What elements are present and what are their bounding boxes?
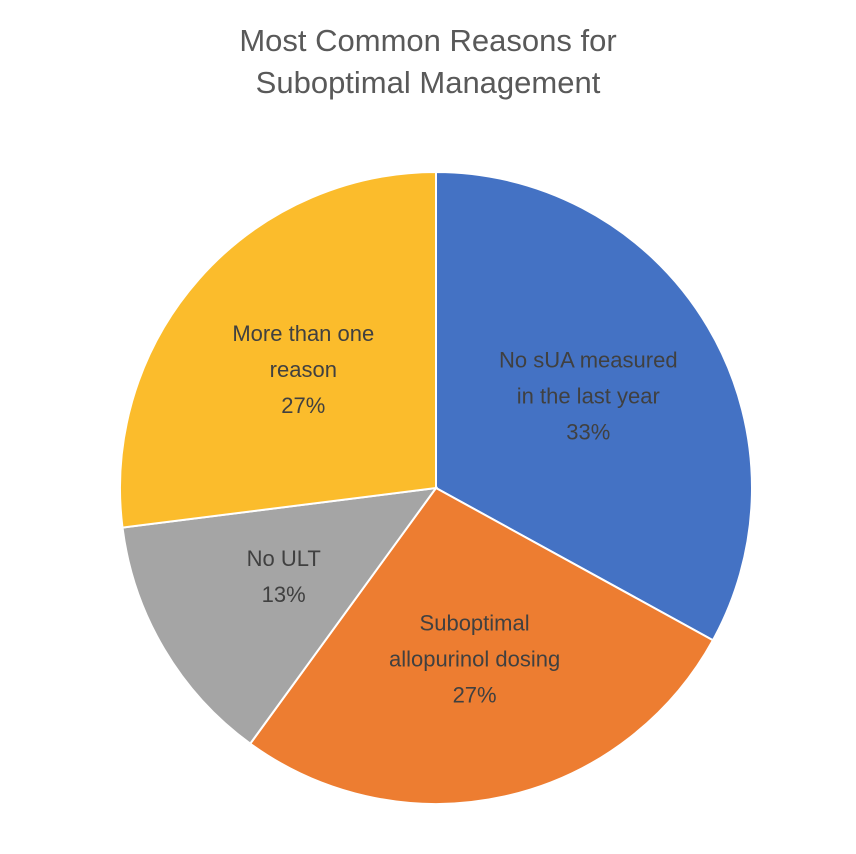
pie-slice-value-label: 13% — [262, 582, 306, 607]
pie-slice-category-label: Suboptimal — [420, 611, 530, 636]
pie-slice-category-label: No sUA measured — [499, 348, 678, 373]
pie-slice-label-2: No ULT 13% — [247, 546, 321, 607]
pie-slice-3 — [119, 170, 437, 529]
pie-slice-0 — [435, 170, 753, 642]
pie-slice-category-label: allopurinol dosing — [389, 647, 560, 672]
pie-slice-category-label: in the last year — [517, 384, 660, 409]
pie-slice-value-label: 33% — [566, 420, 610, 445]
pie-slice-category-label: No ULT — [247, 546, 321, 571]
pie-slice-label-1: Suboptimal allopurinol dosing 27% — [389, 611, 560, 708]
pie-slice-label-3: More than one reason 27% — [232, 321, 374, 418]
chart-title-line-2: Suboptimal Management — [255, 65, 601, 100]
pie-slice-value-label: 27% — [453, 683, 497, 708]
pie-slice-category-label: More than one — [232, 321, 374, 346]
chart-title-line-1: Most Common Reasons for — [239, 23, 617, 58]
pie-slice-value-label: 27% — [281, 393, 325, 418]
pie-slice-1 — [248, 486, 715, 805]
chart-title: Most Common Reasons for Suboptimal Manag… — [0, 20, 856, 104]
pie-slice-2 — [121, 486, 439, 746]
pie-slice-category-label: reason — [270, 357, 337, 382]
pie-slice-label-0: No sUA measured in the last year 33% — [499, 348, 678, 445]
